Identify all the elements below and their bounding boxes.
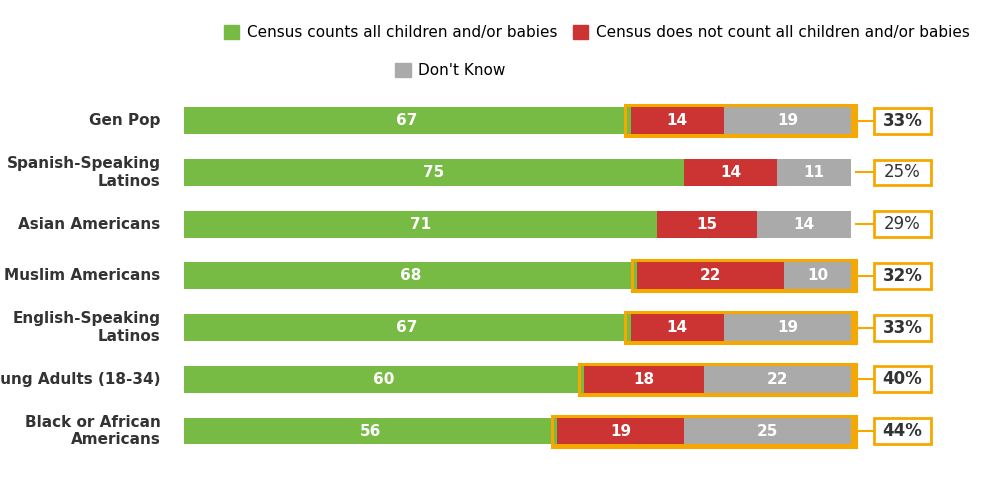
Text: 14: 14	[667, 320, 688, 335]
Bar	[784, 262, 851, 289]
Bar	[874, 108, 931, 134]
Text: 33%: 33%	[883, 318, 923, 336]
Legend: Don't Know: Don't Know	[389, 57, 512, 84]
Text: 19: 19	[777, 320, 798, 335]
Text: 22: 22	[767, 372, 788, 387]
Text: 44%: 44%	[883, 422, 923, 440]
Bar	[183, 107, 631, 134]
Text: 10: 10	[807, 269, 828, 283]
Bar	[638, 262, 784, 289]
Bar	[684, 159, 778, 186]
Bar	[874, 418, 931, 444]
Bar	[579, 364, 856, 395]
Bar	[758, 211, 851, 238]
Bar	[183, 159, 684, 186]
Bar	[579, 364, 856, 395]
Text: 11: 11	[804, 165, 825, 180]
Text: 19: 19	[777, 113, 798, 128]
Bar	[558, 418, 684, 444]
Bar	[778, 159, 851, 186]
Text: 56: 56	[359, 424, 381, 439]
Bar	[632, 260, 856, 291]
Bar	[874, 263, 931, 289]
Text: 29%: 29%	[884, 215, 921, 233]
Bar	[874, 211, 931, 237]
Bar	[183, 211, 658, 238]
Bar	[626, 312, 856, 343]
Text: 25%: 25%	[884, 164, 921, 182]
Text: 33%: 33%	[883, 112, 923, 130]
Text: 14: 14	[794, 217, 815, 232]
Bar	[631, 107, 724, 134]
Bar	[584, 366, 704, 393]
Bar	[626, 312, 856, 343]
Text: 40%: 40%	[883, 370, 923, 388]
Bar	[183, 262, 638, 289]
Bar	[626, 105, 856, 136]
Bar	[183, 366, 584, 393]
Bar	[626, 105, 856, 136]
Bar	[658, 211, 758, 238]
Bar	[632, 260, 856, 291]
Text: 67: 67	[396, 320, 417, 335]
Bar	[552, 415, 856, 447]
Text: 60: 60	[373, 372, 394, 387]
Bar	[631, 314, 724, 341]
Text: 19: 19	[610, 424, 632, 439]
Text: 18: 18	[634, 372, 655, 387]
Bar	[874, 315, 931, 341]
Text: 71: 71	[409, 217, 431, 232]
Bar	[724, 107, 851, 134]
Text: 25: 25	[757, 424, 778, 439]
Text: 68: 68	[399, 269, 421, 283]
Bar	[552, 415, 856, 447]
Bar	[874, 160, 931, 185]
Text: 67: 67	[396, 113, 417, 128]
Text: 15: 15	[697, 217, 718, 232]
Text: 14: 14	[720, 165, 742, 180]
Bar	[684, 418, 851, 444]
Text: 14: 14	[667, 113, 688, 128]
Bar	[724, 314, 851, 341]
Bar	[183, 418, 558, 444]
Bar	[874, 366, 931, 392]
Text: 22: 22	[700, 269, 722, 283]
Bar	[704, 366, 851, 393]
Text: 32%: 32%	[883, 267, 923, 285]
Bar	[183, 314, 631, 341]
Text: 75: 75	[423, 165, 444, 180]
